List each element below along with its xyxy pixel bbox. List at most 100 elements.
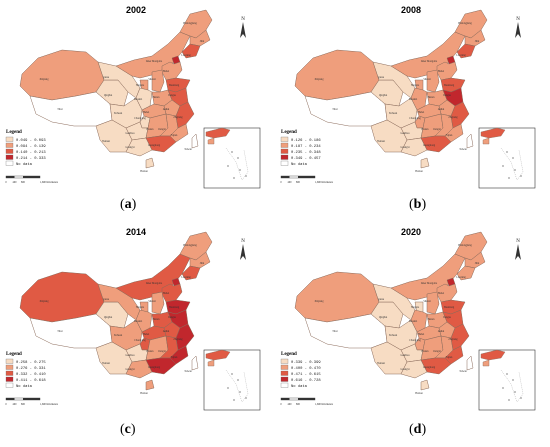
label-inner_mongolia: Inner Mongolia — [146, 282, 163, 285]
map-svg: 2014 N Heilongjiang Jilin Liaoning Inner Mong… — [5, 227, 261, 411]
province-xinjiang — [294, 271, 380, 323]
map-svg: 2020 N Heilongjiang Jilin Liaoning Inner Mong… — [280, 227, 536, 411]
inset-hainan — [482, 137, 490, 145]
legend-label: 0.258 - 0.275 — [16, 361, 46, 365]
label-anhui: Anhui — [163, 108, 170, 111]
legend-swatch — [280, 142, 289, 148]
north-arrow-shape — [240, 22, 246, 38]
label-guizhou: Guizhou — [401, 354, 411, 357]
north-arrow-icon: N — [240, 17, 246, 38]
label-hubei: Hubei — [143, 111, 150, 114]
province-guangxi — [400, 137, 428, 157]
label-shandong: Shandong — [169, 306, 180, 309]
north-arrow-shape — [515, 22, 521, 38]
label-henan: Henan — [428, 318, 435, 321]
label-shaanxi: Shaanxi — [409, 320, 418, 323]
label-guizhou: Guizhou — [401, 132, 411, 135]
scale-label: 800 — [296, 181, 301, 184]
label-hunan: Hunan — [422, 128, 430, 131]
legend-label: 0.332 - 0.410 — [16, 373, 46, 377]
label-guangxi: Guangxi — [401, 146, 410, 149]
province-taiwan — [191, 133, 199, 149]
province-shanxi — [151, 291, 165, 315]
scale-label: 400 — [13, 181, 18, 184]
province-guangdong — [420, 357, 452, 375]
province-hebei — [161, 61, 183, 81]
label-xinjiang: Xinjiang — [314, 300, 324, 303]
year-title: 2008 — [401, 5, 421, 15]
label-shanxi: Shanxi — [423, 78, 430, 81]
label-zhejiang: Zhejiang — [448, 116, 458, 119]
province-layer — [19, 231, 213, 391]
province-xinjiang — [19, 271, 105, 323]
inset-island — [245, 397, 247, 399]
inset-island — [227, 165, 229, 167]
label-qinghai: Qinghai — [379, 316, 388, 319]
scale-segment — [298, 176, 315, 178]
label-ningxia: Ningxia — [411, 306, 420, 309]
legend-label: 0.126 - 0.186 — [291, 139, 321, 143]
north-label: N — [241, 17, 245, 22]
label-taiwan: Taiwan — [459, 370, 467, 373]
legend-swatch — [280, 148, 289, 154]
label-guangxi: Guangxi — [126, 146, 135, 149]
scale-label: 0 — [5, 403, 7, 406]
scale-label: 400 — [13, 403, 18, 406]
south-china-sea-inset — [478, 127, 536, 189]
province-xinjiang — [294, 49, 380, 101]
legend-label: 0.140 - 0.213 — [16, 151, 46, 155]
legend-swatch — [5, 142, 14, 148]
label-heilongjiang: Heilongjiang — [458, 22, 472, 25]
province-taiwan — [466, 355, 474, 371]
inset-island — [520, 175, 522, 177]
inset-island — [237, 157, 239, 159]
label-chongqing: Chongqing — [134, 117, 146, 120]
label-sichuan: Sichuan — [114, 112, 123, 115]
label-xinjiang: Xinjiang — [39, 78, 49, 81]
province-hainan — [145, 379, 155, 391]
label-ningxia: Ningxia — [136, 84, 145, 87]
province-inner_mongolia — [115, 253, 191, 301]
scale-label: 1,600 Kilometers — [315, 403, 333, 406]
label-shanxi: Shanxi — [148, 300, 155, 303]
label-gansu: gansu — [103, 298, 110, 301]
label-shandong: Shandong — [169, 84, 180, 87]
label-shandong: Shandong — [444, 306, 455, 309]
label-inner_mongolia: Inner Mongolia — [421, 60, 438, 63]
label-fujian: Fujian — [171, 134, 178, 137]
label-zhejiang: Zhejiang — [448, 338, 458, 341]
label-jiangxi: Jiangxi — [158, 350, 166, 353]
scale-bar: 0 400 800 1,600 Kilometers — [5, 175, 58, 184]
label-anhui: Anhui — [438, 330, 445, 333]
label-chongqing: Chongqing — [409, 339, 421, 342]
inset-hainan — [207, 359, 215, 367]
label-zhejiang: Zhejiang — [173, 116, 183, 119]
inset-island — [502, 387, 504, 389]
province-hebei — [161, 283, 183, 303]
legend-swatch — [5, 364, 14, 370]
map-svg: 2008 N Heilongjiang Jilin Liaoning Inner Mong… — [280, 5, 536, 189]
province-label-layer: Heilongjiang Jilin Liaoning Inner Mongolia X… — [314, 244, 479, 395]
legend-label: 0.339 - 0.399 — [291, 361, 321, 365]
south-china-sea-inset — [203, 127, 261, 189]
label-shaanxi: Shaanxi — [409, 98, 418, 101]
scale-label: 0 — [280, 403, 282, 406]
province-layer — [19, 9, 213, 169]
province-inner_mongolia — [390, 31, 466, 79]
label-liaoning: Liaoning — [456, 276, 466, 279]
scale-bar: 0 400 800 1,600 Kilometers — [280, 397, 333, 406]
scale-bar: 0 400 800 1,600 Kilometers — [5, 397, 58, 406]
label-xinjiang: Xinjiang — [314, 78, 324, 81]
label-guizhou: Guizhou — [126, 132, 136, 135]
label-yunnan: Yunnan — [377, 362, 386, 365]
legend-swatch — [5, 358, 14, 364]
label-jilin: Jilin — [475, 40, 480, 43]
scale-label: 1,600 Kilometers — [40, 403, 58, 406]
legend-swatch — [5, 376, 14, 382]
label-liaoning: Liaoning — [456, 54, 466, 57]
inset-dashed-line — [500, 147, 524, 181]
scale-segment — [6, 176, 15, 178]
label-qinghai: Qinghai — [379, 94, 388, 97]
province-shanxi — [426, 69, 440, 93]
label-hubei: Hubei — [418, 111, 425, 114]
